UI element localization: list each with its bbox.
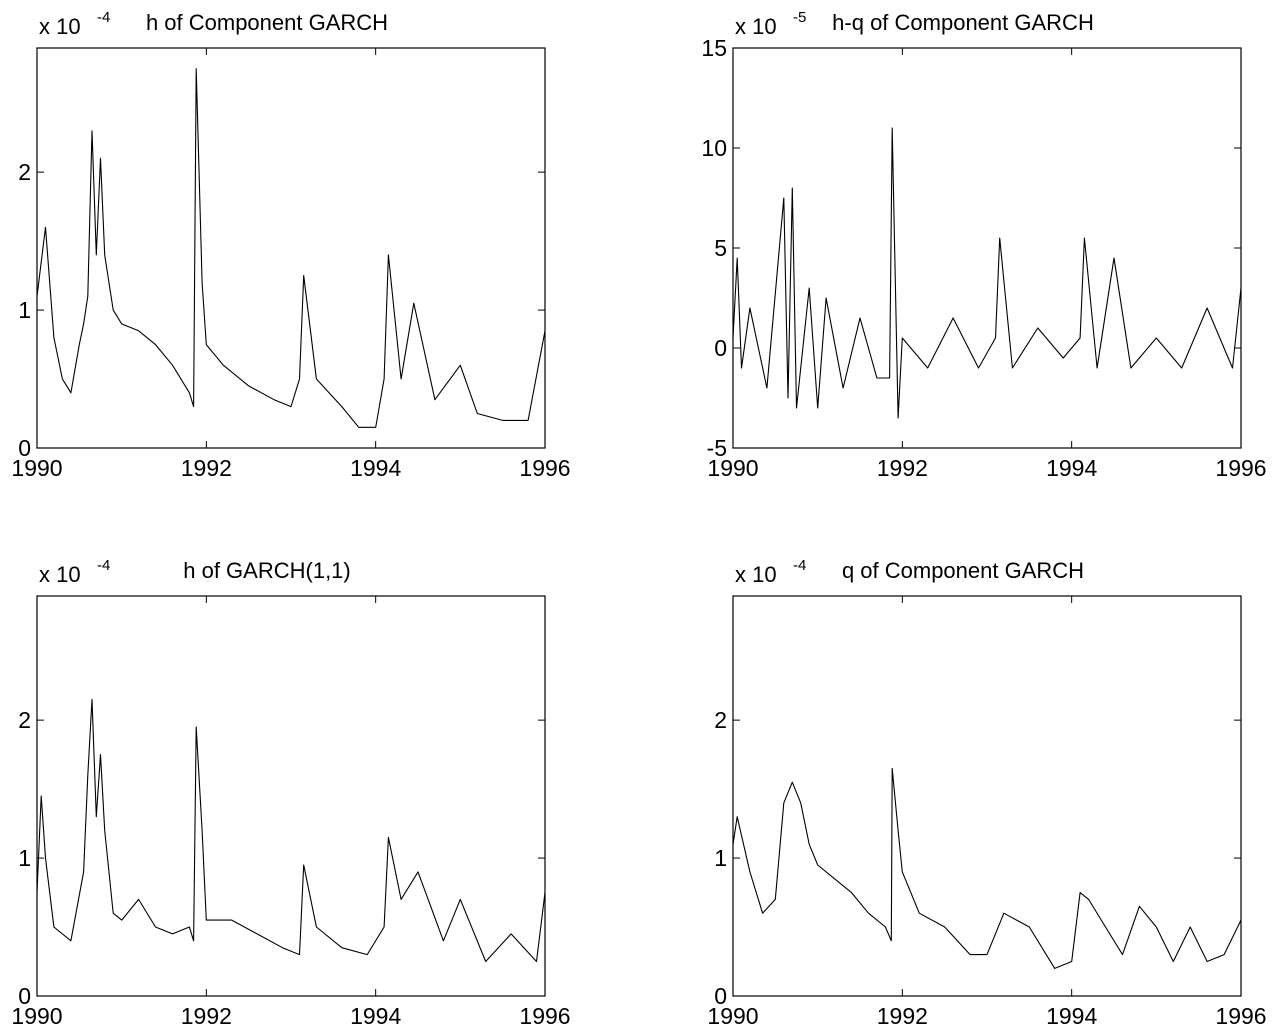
axis-multiplier-exponent: -4	[97, 9, 110, 26]
axis-multiplier-exponent: -4	[97, 557, 110, 574]
x-tick-label: 1996	[519, 1003, 570, 1029]
x-tick-label: 1994	[1046, 455, 1097, 481]
x-tick-label: 1992	[181, 455, 232, 481]
plot-frame	[36, 595, 546, 997]
x-tick-label: 1990	[707, 455, 758, 481]
series-line	[36, 698, 546, 963]
plot-frame	[732, 47, 1242, 449]
x-tick-label: 1994	[350, 455, 401, 481]
axis-multiplier: x 10	[735, 14, 777, 39]
x-tick-label: 1996	[1215, 455, 1266, 481]
axis-multiplier: x 10	[39, 14, 81, 39]
axis-multiplier-exponent: -4	[793, 557, 806, 574]
series-line	[732, 127, 1242, 419]
chart-title: h of Component GARCH	[146, 10, 388, 35]
chart-title: h of GARCH(1,1)	[183, 558, 351, 583]
x-tick-label: 1990	[707, 1003, 758, 1029]
axis-multiplier-exponent: -5	[793, 9, 806, 26]
y-tick-label: 2	[714, 707, 727, 733]
chart-panel-4: 1990 1992 1994 1996 0 1 2 x 10 -4 q of Component …	[707, 557, 1266, 1029]
y-tick-label: 0	[714, 335, 727, 361]
y-tick-label: 0	[18, 983, 31, 1009]
axis-multiplier: x 10	[39, 562, 81, 587]
y-tick-label: 1	[18, 297, 31, 323]
y-tick-label: 2	[18, 159, 31, 185]
x-tick-label: 1992	[181, 1003, 232, 1029]
chart-panel-3: 1990 1992 1994 1996 0 1 2 x 10 -4 h of GARCH(1,1)	[11, 557, 570, 1029]
y-tick-label: 5	[714, 235, 727, 261]
x-tick-label: 1992	[877, 1003, 928, 1029]
y-tick-label: 1	[18, 845, 31, 871]
y-tick-label: 0	[18, 435, 31, 461]
chart-title: q of Component GARCH	[842, 558, 1084, 583]
x-tick-label: 1994	[1046, 1003, 1097, 1029]
plot-frame	[36, 47, 546, 449]
series-line	[36, 68, 546, 428]
axis-multiplier: x 10	[735, 562, 777, 587]
x-tick-label: 1994	[350, 1003, 401, 1029]
plot-frame	[732, 595, 1242, 997]
y-tick-label: 0	[714, 983, 727, 1009]
x-tick-label: 1990	[11, 455, 62, 481]
chart-panel-2: 1990 1992 1994 1996 -5 0 5 10 15 x 10 -5 h-q of Com…	[701, 9, 1266, 481]
x-tick-label: 1996	[519, 455, 570, 481]
x-tick-label: 1992	[877, 455, 928, 481]
x-tick-label: 1996	[1215, 1003, 1266, 1029]
x-tick-label: 1990	[11, 1003, 62, 1029]
y-tick-label: 2	[18, 707, 31, 733]
chart-panel-1: 1990 1992 1994 1996 0 1 2 x 10 -4 h of Component …	[11, 9, 570, 481]
series-line	[732, 767, 1242, 969]
chart-title: h-q of Component GARCH	[832, 10, 1094, 35]
y-tick-label: 1	[714, 845, 727, 871]
y-tick-label: 15	[701, 35, 727, 61]
y-tick-label: -5	[707, 435, 727, 461]
y-tick-label: 10	[701, 135, 727, 161]
